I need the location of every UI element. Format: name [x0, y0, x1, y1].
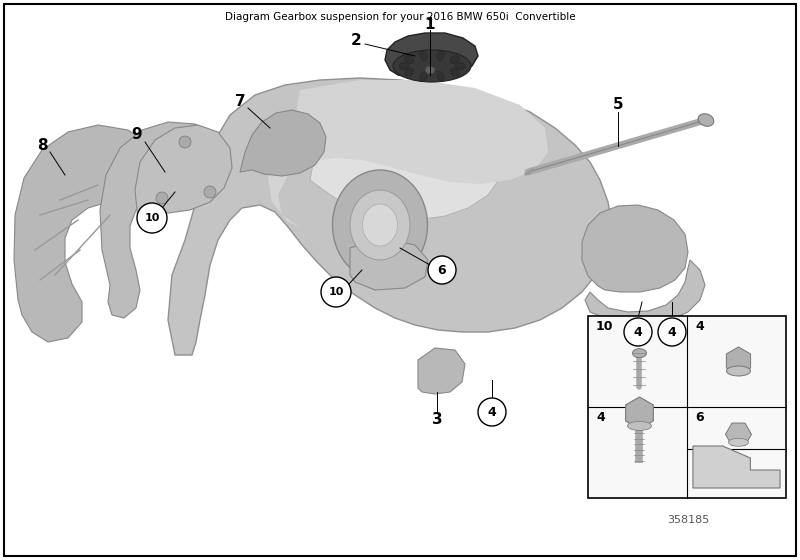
Ellipse shape: [425, 66, 435, 74]
Ellipse shape: [729, 438, 749, 446]
Text: 2: 2: [350, 32, 362, 48]
Circle shape: [428, 256, 456, 284]
Text: 3: 3: [432, 413, 442, 427]
Text: 10: 10: [596, 320, 614, 333]
Text: 1: 1: [425, 16, 435, 31]
Ellipse shape: [450, 68, 459, 77]
Circle shape: [156, 192, 168, 204]
Circle shape: [204, 186, 216, 198]
Polygon shape: [350, 238, 428, 290]
Ellipse shape: [405, 68, 414, 77]
Text: 8: 8: [37, 138, 47, 152]
Ellipse shape: [420, 50, 427, 60]
Text: 4: 4: [596, 412, 605, 424]
Text: 6: 6: [695, 412, 704, 424]
Circle shape: [137, 203, 167, 233]
Text: 7: 7: [234, 94, 246, 109]
Polygon shape: [693, 446, 780, 488]
Text: 4: 4: [695, 320, 704, 333]
Text: 4: 4: [634, 325, 642, 338]
Text: 5: 5: [613, 96, 623, 111]
Text: 4: 4: [668, 325, 676, 338]
Polygon shape: [268, 80, 548, 227]
Ellipse shape: [627, 422, 651, 431]
Ellipse shape: [698, 114, 714, 126]
Polygon shape: [418, 348, 465, 394]
Ellipse shape: [726, 366, 750, 376]
Circle shape: [624, 318, 652, 346]
Polygon shape: [310, 108, 502, 220]
Text: 4: 4: [488, 405, 496, 418]
Text: 6: 6: [438, 264, 446, 277]
Ellipse shape: [350, 190, 410, 260]
Circle shape: [478, 398, 506, 426]
Ellipse shape: [393, 50, 471, 82]
Circle shape: [321, 277, 351, 307]
Text: 10: 10: [328, 287, 344, 297]
Ellipse shape: [362, 204, 398, 246]
Polygon shape: [240, 110, 326, 176]
Ellipse shape: [420, 72, 427, 81]
Ellipse shape: [437, 50, 444, 60]
Ellipse shape: [399, 63, 409, 69]
Ellipse shape: [450, 55, 459, 64]
Polygon shape: [585, 260, 705, 323]
Ellipse shape: [405, 55, 414, 64]
Ellipse shape: [333, 170, 427, 280]
Text: Diagram Gearbox suspension for your 2016 BMW 650i  Convertible: Diagram Gearbox suspension for your 2016…: [225, 12, 575, 22]
Text: 358185: 358185: [667, 515, 709, 525]
Polygon shape: [100, 122, 225, 318]
Ellipse shape: [633, 349, 646, 358]
Polygon shape: [14, 125, 155, 342]
Circle shape: [179, 136, 191, 148]
Polygon shape: [582, 205, 688, 292]
Polygon shape: [135, 125, 232, 220]
Polygon shape: [385, 33, 478, 78]
Bar: [588, 316, 786, 498]
Text: 10: 10: [144, 213, 160, 223]
Circle shape: [658, 318, 686, 346]
Polygon shape: [168, 78, 612, 355]
Text: 9: 9: [132, 127, 142, 142]
Ellipse shape: [455, 63, 465, 69]
Ellipse shape: [437, 72, 444, 81]
